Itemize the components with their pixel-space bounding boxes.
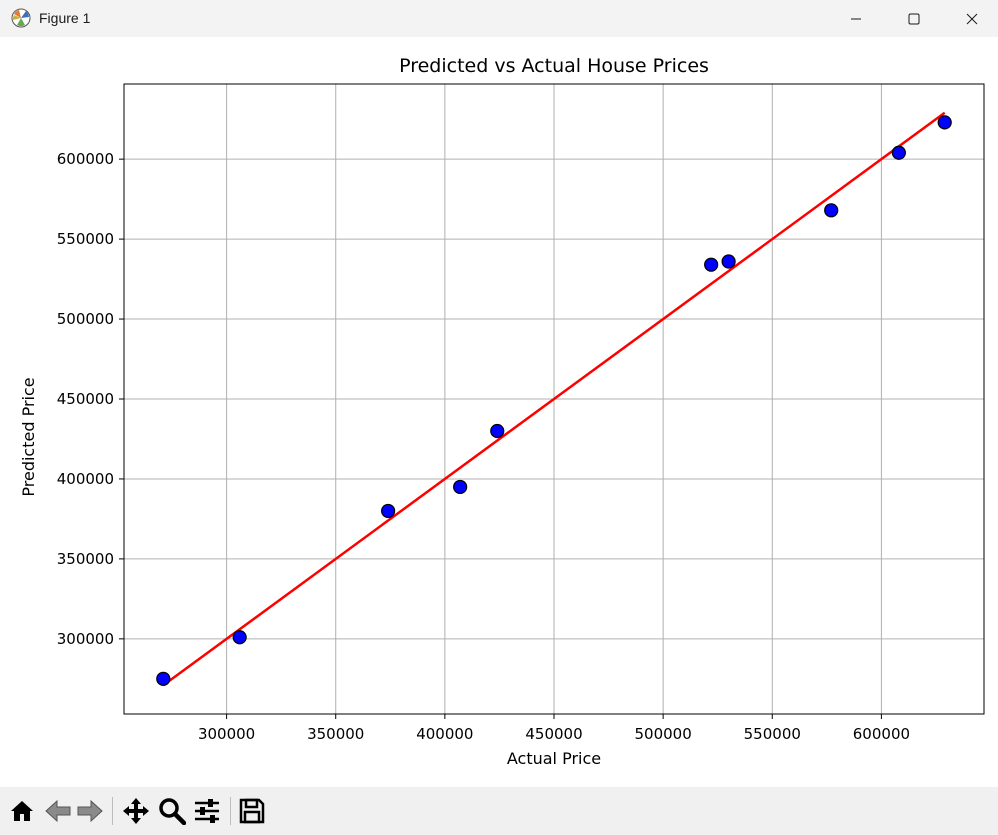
minimize-button[interactable] xyxy=(827,0,885,37)
configure-subplots-icon xyxy=(195,799,219,823)
y-tick-label: 550000 xyxy=(57,230,114,248)
data-point xyxy=(824,203,839,218)
forward-icon xyxy=(77,799,103,823)
save-button[interactable] xyxy=(236,795,268,827)
y-axis-label: Predicted Price xyxy=(19,377,38,496)
configure-subplots-button[interactable] xyxy=(191,795,223,827)
matplotlib-icon xyxy=(11,8,31,28)
chart-title: Predicted vs Actual House Prices xyxy=(399,55,709,77)
data-point xyxy=(891,145,906,160)
pan-icon xyxy=(123,798,149,824)
close-icon xyxy=(966,13,978,24)
back-button[interactable] xyxy=(42,795,74,827)
data-point xyxy=(156,671,171,686)
reference-line-layer xyxy=(162,111,946,687)
figure-canvas[interactable]: 300000 350000 400000 450000 500000 550000 6000… xyxy=(0,37,998,787)
y-tick-label: 350000 xyxy=(57,550,114,568)
maximize-icon xyxy=(908,13,920,24)
y-tick-label: 400000 xyxy=(57,470,114,488)
home-button[interactable] xyxy=(6,795,38,827)
pan-button[interactable] xyxy=(120,795,152,827)
scatter-chart[interactable]: 300000 350000 400000 450000 500000 550000 6000… xyxy=(0,37,998,787)
x-tick-label: 350000 xyxy=(307,725,364,743)
y-tick-label: 500000 xyxy=(57,310,114,328)
title-bar: Figure 1 xyxy=(0,0,998,37)
zoom-button[interactable] xyxy=(156,795,188,827)
home-icon xyxy=(11,801,33,821)
x-tick-label: 550000 xyxy=(744,725,801,743)
data-points xyxy=(156,115,952,686)
forward-button[interactable] xyxy=(74,795,106,827)
grid xyxy=(124,84,984,714)
y-tick-label: 450000 xyxy=(57,390,114,408)
ticks: 300000 350000 400000 450000 500000 550000 6000… xyxy=(57,150,910,743)
x-axis-label: Actual Price xyxy=(507,749,601,768)
window-title: Figure 1 xyxy=(39,10,91,26)
y-tick-label: 600000 xyxy=(57,150,114,168)
data-point xyxy=(721,254,736,269)
maximize-button[interactable] xyxy=(885,0,943,37)
data-point xyxy=(937,115,952,130)
toolbar-separator xyxy=(230,797,231,825)
toolbar-separator xyxy=(112,797,113,825)
data-point xyxy=(490,423,505,439)
x-tick-label: 450000 xyxy=(525,725,582,743)
data-point xyxy=(232,630,247,645)
x-tick-label: 500000 xyxy=(635,725,692,743)
save-icon xyxy=(239,798,265,824)
y-tick-label: 300000 xyxy=(57,630,114,648)
x-tick-label: 400000 xyxy=(416,725,473,743)
reference-line xyxy=(162,111,946,687)
data-point xyxy=(704,257,719,272)
close-button[interactable] xyxy=(943,0,998,37)
data-point xyxy=(381,503,396,519)
back-icon xyxy=(45,799,71,823)
x-tick-label: 300000 xyxy=(198,725,255,743)
x-tick-label: 600000 xyxy=(853,725,910,743)
zoom-icon xyxy=(159,798,186,825)
data-point xyxy=(453,479,468,495)
minimize-icon xyxy=(851,18,861,19)
navigation-toolbar xyxy=(0,787,998,835)
